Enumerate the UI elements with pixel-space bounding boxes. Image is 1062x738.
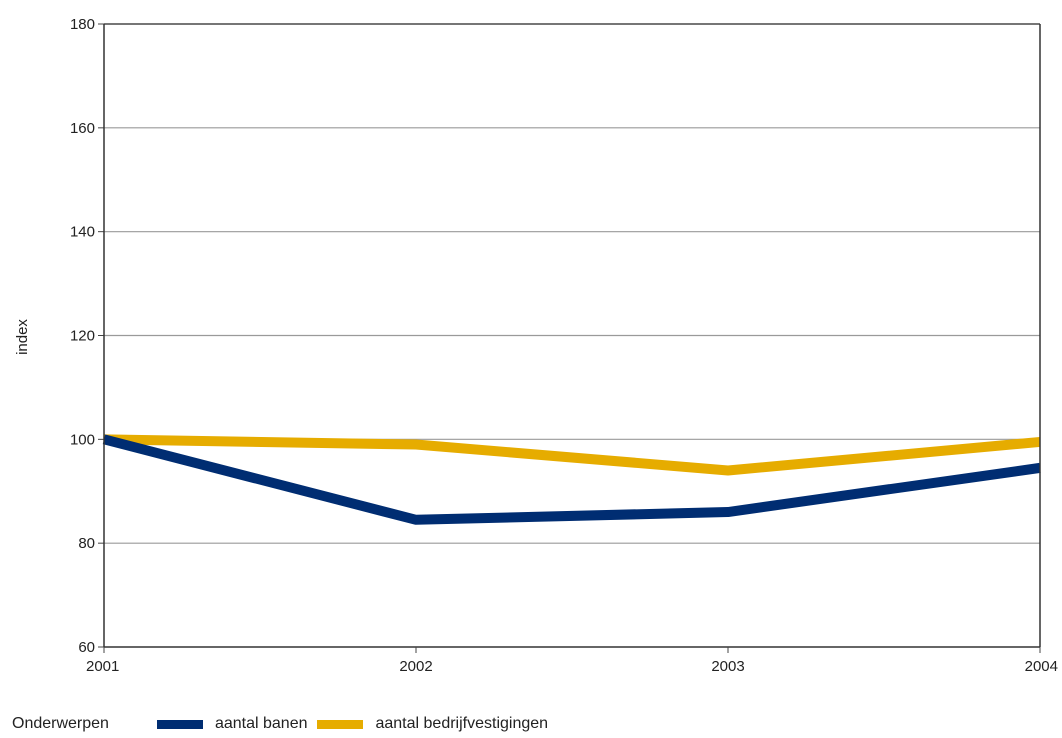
y-tick-label-180: 180 — [70, 16, 95, 33]
legend-item-series-0: aantal banen — [156, 715, 308, 733]
legend-label-series-1: aantal bedrijfvestigingen — [375, 715, 549, 732]
legend-title: Onderwerpen — [12, 715, 109, 732]
axes — [98, 23, 1041, 653]
legend: Onderwerpen aantal banen aantal bedrijfv… — [12, 712, 558, 736]
legend-swatch-series-1 — [317, 719, 364, 729]
y-tick-label-160: 160 — [70, 120, 95, 137]
legend-item-series-1: aantal bedrijfvestigingen — [317, 715, 548, 733]
y-axis-label: index — [14, 319, 31, 355]
tick-labels: 60 80 100 120 140 160 180 2001 2002 2003 2004 — [70, 16, 1058, 675]
legend-swatch-series-0 — [156, 719, 203, 729]
gridlines — [104, 23, 1040, 544]
y-tick-label-120: 120 — [70, 328, 95, 345]
series-line-1 — [103, 434, 1041, 476]
y-tick-label-80: 80 — [78, 535, 95, 552]
series-line-0 — [102, 434, 1041, 525]
y-tick-label-60: 60 — [78, 639, 95, 656]
series-lines — [102, 434, 1041, 525]
x-tick-label-2001: 2001 — [86, 658, 119, 675]
x-tick-label-2004: 2004 — [1025, 658, 1058, 675]
x-tick-label-2002: 2002 — [399, 658, 432, 675]
y-tick-label-100: 100 — [70, 431, 95, 448]
y-tick-label-140: 140 — [70, 224, 95, 241]
x-tick-label-2003: 2003 — [711, 658, 744, 675]
legend-label-series-0: aantal banen — [214, 715, 308, 732]
